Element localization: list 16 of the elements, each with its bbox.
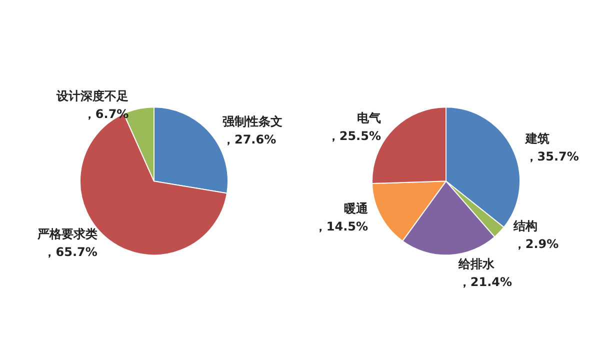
- data-label: ，14.5%: [314, 220, 368, 234]
- slice-label: 电气: [356, 110, 381, 125]
- data-label: ，35.7%: [525, 149, 579, 164]
- data-label: ，27.6%: [222, 132, 276, 147]
- data-label: ，6.7%: [83, 106, 129, 121]
- slice-label: 给排水: [457, 257, 496, 272]
- slice-label: 暖通: [344, 202, 370, 216]
- slice-label: 设计深度不足: [56, 88, 129, 103]
- slice-label: 结构: [512, 219, 538, 234]
- data-label: ，21.4%: [458, 275, 512, 290]
- slice-label: 建筑: [524, 131, 550, 146]
- data-label: ，2.9%: [513, 237, 559, 252]
- slice-label: 严格要求类: [36, 226, 98, 241]
- data-label: ，65.7%: [44, 244, 98, 259]
- slice-label: 强制性条文: [222, 114, 282, 129]
- data-label: ，25.5%: [327, 128, 381, 143]
